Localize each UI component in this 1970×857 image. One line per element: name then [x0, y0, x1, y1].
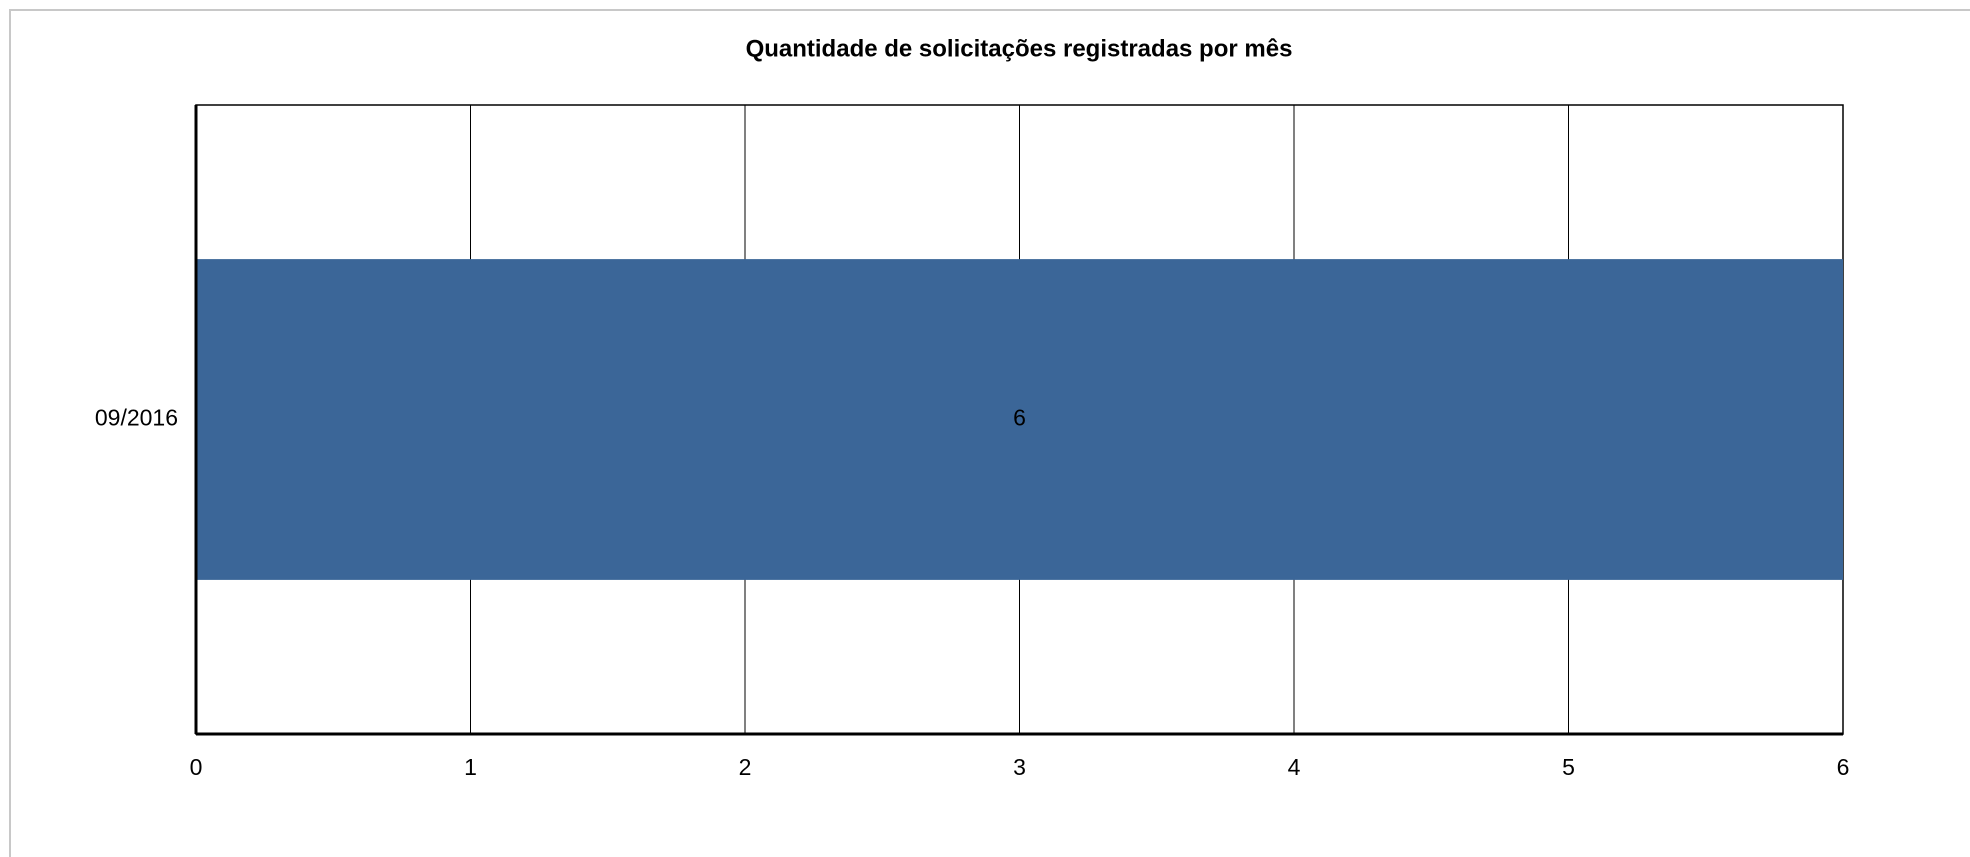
frame — [9, 9, 1970, 857]
x-tick-label: 6 — [1837, 754, 1850, 780]
data-label: 6 — [1013, 405, 1026, 431]
bar — [196, 259, 1843, 580]
y-tick-label: 09/2016 — [95, 405, 178, 431]
x-tick-label: 5 — [1562, 754, 1575, 780]
x-tick-label: 1 — [464, 754, 477, 780]
x-tick-label: 3 — [1013, 754, 1026, 780]
x-tick-label: 2 — [739, 754, 752, 780]
chart-title: Quantidade de solicitações registradas p… — [746, 35, 1293, 62]
x-tick-label: 4 — [1288, 754, 1301, 780]
x-tick-label: 0 — [190, 754, 203, 780]
